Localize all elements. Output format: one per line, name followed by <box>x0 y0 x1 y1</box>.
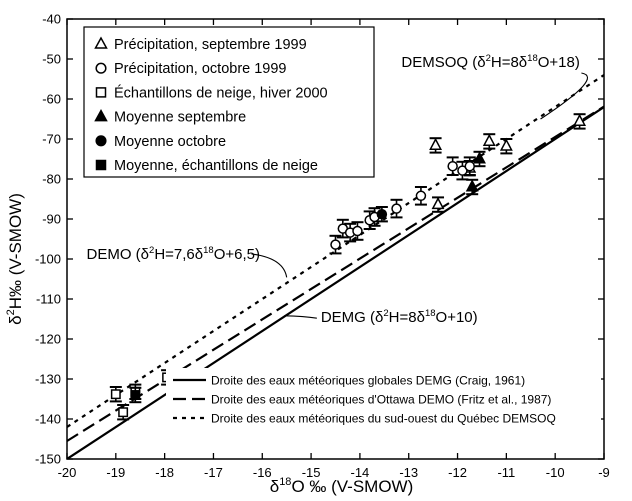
legend-marker <box>94 109 108 122</box>
data-point <box>375 206 388 223</box>
point-marker <box>573 113 587 126</box>
y-tick-label: -70 <box>42 132 61 147</box>
line-legend: Droite des eaux météoriques globales DEM… <box>166 368 601 433</box>
y-tick-label: -120 <box>35 332 61 347</box>
data-point <box>351 221 364 241</box>
data-point <box>465 178 479 196</box>
point-marker <box>464 160 475 172</box>
y-tick-label: -100 <box>35 252 61 267</box>
x-tick-label: -17 <box>204 465 223 480</box>
legend-marker <box>95 87 107 98</box>
point-marker <box>415 190 427 202</box>
x-tick-label: -9 <box>598 465 610 480</box>
point-marker <box>130 390 141 400</box>
legend-entry-label: Échantillons de neige, hiver 2000 <box>114 84 328 101</box>
point-marker <box>352 225 363 237</box>
x-tick-label: -20 <box>58 465 77 480</box>
x-tick-label: -13 <box>399 465 418 480</box>
data-point <box>429 137 443 154</box>
legend-marker <box>95 135 107 147</box>
data-point <box>414 186 427 206</box>
point-marker <box>465 179 479 192</box>
line-demo <box>67 105 604 442</box>
legend-entry-label: Moyenne septembre <box>114 110 246 126</box>
annotation-leader <box>284 315 317 319</box>
data-point <box>446 156 459 176</box>
annotation-demo: DEMO (δ2H=7,6δ18O+6,5) <box>87 245 260 263</box>
legend-marker <box>95 159 107 171</box>
data-point <box>482 133 496 150</box>
x-axis-title: δ18O ‰ (V-SMOW) <box>270 476 414 496</box>
point-marker <box>376 208 388 220</box>
legend-line-label: Droite des eaux météoriques d'Ottawa DEM… <box>211 393 551 407</box>
y-tick-label: -130 <box>35 372 61 387</box>
data-point <box>573 113 587 130</box>
y-tick-label: -80 <box>42 172 61 187</box>
data-point <box>117 404 130 421</box>
point-marker <box>431 196 445 210</box>
legend-entry-label: Moyenne, échantillons de neige <box>114 158 318 174</box>
y-tick-label: -90 <box>42 212 61 227</box>
legend-marker <box>94 36 108 49</box>
point-marker <box>499 138 513 151</box>
annotation-demg: DEMG (δ2H=8δ18O+10) <box>321 308 478 326</box>
annotation-leader <box>251 253 288 278</box>
data-point <box>109 386 122 403</box>
point-marker <box>429 137 443 150</box>
legend-entry-label: Précipitation, septembre 1999 <box>114 37 307 53</box>
y-tick-label: -150 <box>35 452 61 467</box>
point-marker <box>391 203 402 214</box>
point-marker <box>110 389 121 400</box>
data-point <box>431 196 445 213</box>
point-marker <box>330 239 341 250</box>
y-tick-label: -60 <box>42 92 61 107</box>
data-points <box>109 113 587 421</box>
line-demg <box>67 106 604 459</box>
plot-frame <box>66 18 605 460</box>
y-tick-label: -140 <box>35 412 61 427</box>
x-tick-label: -16 <box>253 465 272 480</box>
data-point <box>336 218 349 239</box>
line-legend-box <box>166 368 601 433</box>
x-tick-label: -14 <box>351 465 370 480</box>
marker-legend: Précipitation, septembre 1999 Précipitati… <box>83 26 375 178</box>
data-point <box>390 198 403 219</box>
axis-ticks: -20 -19 -18 -17 -16 -15 -14 -13 -12 -11 -10 -9 -40 -5… <box>35 12 610 481</box>
y-tick-label: -40 <box>42 12 61 27</box>
annotation-demsoq: DEMSOQ (δ2H=8δ18O+18) <box>401 53 579 71</box>
x-tick-label: -12 <box>448 465 467 480</box>
legend-marker <box>95 62 107 74</box>
point-marker <box>473 151 486 164</box>
legend-box <box>83 26 375 178</box>
data-point <box>473 150 486 168</box>
data-point <box>329 234 342 255</box>
x-tick-label: -10 <box>546 465 565 480</box>
legend-line-label: Droite des eaux météoriques du sud-ouest… <box>211 412 556 426</box>
x-tick-label: -11 <box>497 465 515 480</box>
y-tick-label: -50 <box>42 52 61 67</box>
annotation-leader <box>540 72 588 120</box>
reference-lines <box>67 74 604 459</box>
y-tick-label: -110 <box>36 292 61 307</box>
data-point <box>463 156 476 176</box>
x-tick-label: -15 <box>302 465 321 480</box>
legend-entry-label: Précipitation, octobre 1999 <box>114 61 287 77</box>
x-tick-label: -18 <box>155 465 174 480</box>
legend-entry-label: Moyenne octobre <box>114 134 226 150</box>
point-marker <box>447 160 458 172</box>
x-tick-label: -19 <box>106 465 125 480</box>
data-point <box>129 386 142 404</box>
legend-line-label: Droite des eaux météoriques globales DEM… <box>211 374 525 388</box>
data-point <box>499 138 513 155</box>
point-marker <box>118 407 129 418</box>
y-axis-title: δ2H‰ (V-SMOW) <box>5 193 25 325</box>
point-marker <box>482 133 496 146</box>
